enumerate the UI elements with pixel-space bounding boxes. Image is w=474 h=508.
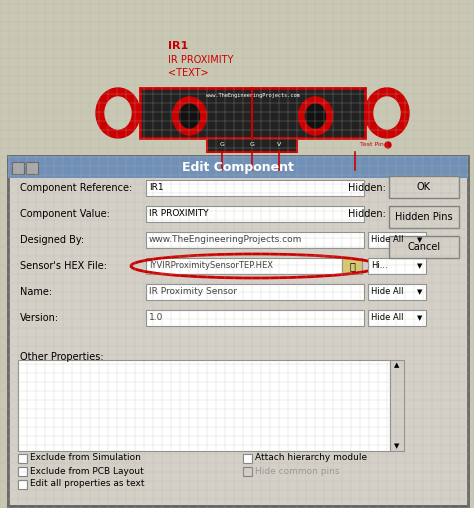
Text: Edit all properties as text: Edit all properties as text	[30, 480, 145, 489]
Ellipse shape	[105, 97, 131, 129]
FancyBboxPatch shape	[18, 454, 27, 463]
FancyBboxPatch shape	[243, 467, 252, 476]
Text: IR PROXIMITY: IR PROXIMITY	[168, 55, 233, 65]
Text: Hidden:: Hidden:	[348, 209, 386, 219]
Circle shape	[275, 170, 283, 178]
FancyBboxPatch shape	[368, 310, 426, 326]
FancyBboxPatch shape	[389, 176, 459, 198]
Text: Sensor's HEX File:: Sensor's HEX File:	[20, 261, 107, 271]
FancyBboxPatch shape	[8, 156, 468, 506]
FancyBboxPatch shape	[389, 206, 459, 228]
Text: ▼: ▼	[394, 443, 400, 449]
FancyBboxPatch shape	[18, 467, 27, 476]
Text: ▼: ▼	[417, 263, 423, 269]
Text: Hide All: Hide All	[371, 236, 403, 244]
Text: IYVIRProximitySensorTEP.HEX: IYVIRProximitySensorTEP.HEX	[149, 262, 273, 270]
Text: Name:: Name:	[20, 287, 52, 297]
Circle shape	[385, 142, 391, 148]
Text: Version:: Version:	[20, 313, 59, 323]
FancyBboxPatch shape	[208, 138, 298, 152]
Text: Attach hierarchy module: Attach hierarchy module	[255, 454, 367, 462]
Text: Exclude from Simulation: Exclude from Simulation	[30, 454, 141, 462]
FancyBboxPatch shape	[393, 209, 404, 220]
Text: Hide All: Hide All	[371, 313, 403, 323]
Circle shape	[351, 170, 359, 178]
FancyBboxPatch shape	[8, 156, 468, 178]
FancyBboxPatch shape	[243, 454, 252, 463]
Ellipse shape	[365, 88, 409, 138]
Circle shape	[219, 170, 227, 178]
Ellipse shape	[306, 104, 326, 128]
Text: Hidden Pins: Hidden Pins	[395, 212, 453, 222]
FancyBboxPatch shape	[12, 162, 24, 174]
FancyBboxPatch shape	[368, 284, 426, 300]
FancyBboxPatch shape	[146, 310, 364, 326]
Text: IR1: IR1	[168, 41, 188, 51]
Ellipse shape	[374, 97, 400, 129]
Text: ▲: ▲	[394, 362, 400, 368]
Text: Component Value:: Component Value:	[20, 209, 110, 219]
Text: Hi...: Hi...	[371, 262, 388, 270]
Text: Designed By:: Designed By:	[20, 235, 84, 245]
Text: G: G	[220, 143, 225, 147]
Text: Hide common pins: Hide common pins	[255, 466, 339, 475]
FancyBboxPatch shape	[26, 162, 38, 174]
FancyBboxPatch shape	[368, 258, 426, 274]
FancyBboxPatch shape	[393, 183, 404, 194]
FancyBboxPatch shape	[146, 284, 364, 300]
Circle shape	[248, 170, 256, 178]
FancyBboxPatch shape	[146, 206, 364, 222]
Text: IR1: IR1	[149, 183, 164, 193]
Text: 🗁: 🗁	[349, 261, 355, 271]
Text: www.TheEngineeringProjects.com: www.TheEngineeringProjects.com	[149, 236, 302, 244]
Ellipse shape	[299, 97, 332, 135]
Text: 1.0: 1.0	[149, 313, 164, 323]
Text: Hide All: Hide All	[371, 288, 403, 297]
Text: G: G	[250, 143, 255, 147]
Text: Cancel: Cancel	[408, 242, 440, 252]
Text: Other Properties:: Other Properties:	[20, 352, 104, 362]
FancyBboxPatch shape	[146, 180, 364, 196]
FancyBboxPatch shape	[18, 480, 27, 489]
FancyBboxPatch shape	[146, 258, 342, 274]
Text: OK: OK	[417, 182, 431, 192]
Text: IR Proximity Sensor: IR Proximity Sensor	[149, 288, 237, 297]
Text: Edit Component: Edit Component	[182, 161, 294, 174]
FancyBboxPatch shape	[368, 232, 426, 248]
FancyBboxPatch shape	[389, 236, 459, 258]
FancyBboxPatch shape	[140, 88, 365, 138]
Text: ▼: ▼	[417, 289, 423, 295]
Text: ▼: ▼	[417, 237, 423, 243]
FancyBboxPatch shape	[146, 232, 364, 248]
Text: Test Pin: Test Pin	[360, 143, 384, 147]
Text: IR PROXIMITY: IR PROXIMITY	[149, 209, 209, 218]
FancyBboxPatch shape	[18, 360, 390, 451]
Text: Hidden:: Hidden:	[348, 183, 386, 193]
Ellipse shape	[96, 88, 140, 138]
Text: ▼: ▼	[417, 315, 423, 321]
FancyBboxPatch shape	[390, 360, 404, 451]
Ellipse shape	[180, 104, 200, 128]
FancyBboxPatch shape	[342, 258, 362, 274]
Text: Exclude from PCB Layout: Exclude from PCB Layout	[30, 466, 144, 475]
Ellipse shape	[173, 97, 207, 135]
Text: Component Reference:: Component Reference:	[20, 183, 132, 193]
Text: www.TheEngineeringProjects.com: www.TheEngineeringProjects.com	[206, 93, 300, 98]
Text: <TEXT>: <TEXT>	[168, 68, 209, 78]
Text: V: V	[277, 143, 282, 147]
